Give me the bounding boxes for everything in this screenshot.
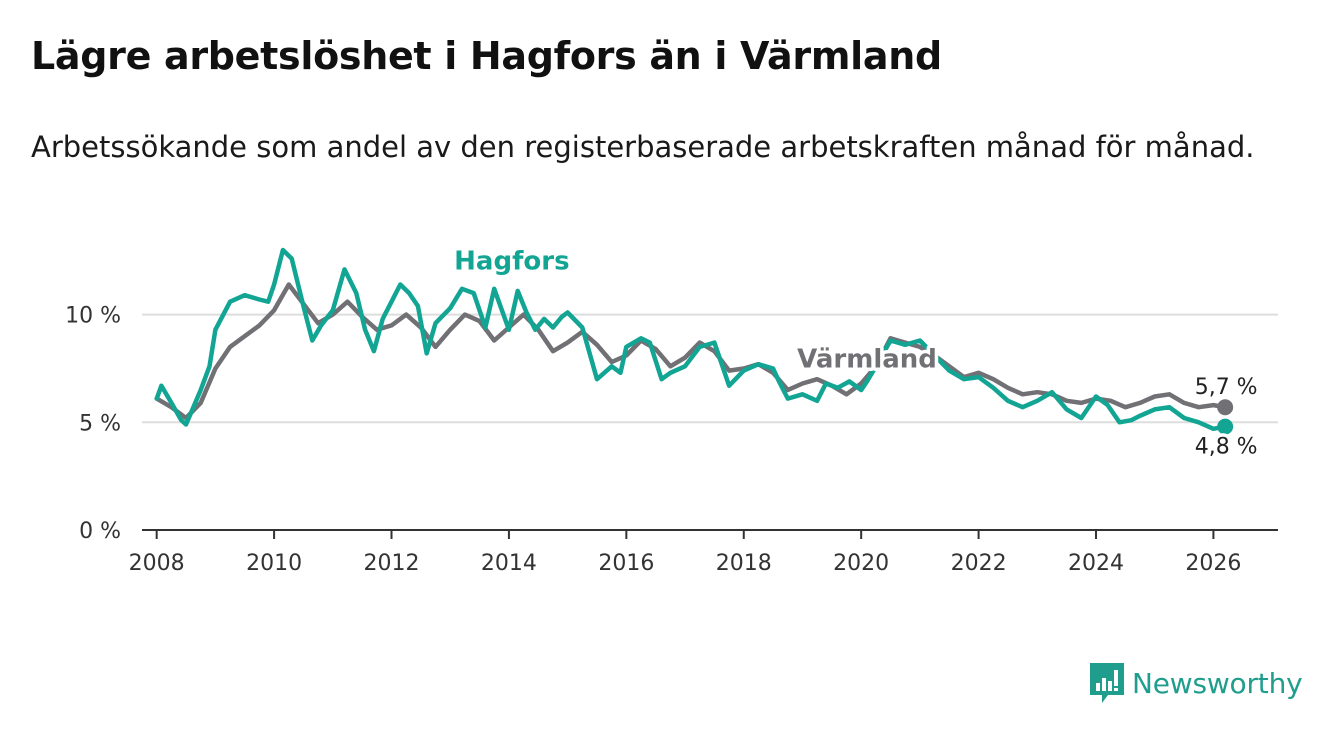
- brand-name: Newsworthy: [1132, 666, 1303, 700]
- newsworthy-logo[interactable]: Newsworthy: [1088, 661, 1303, 705]
- series-lines: [154, 247, 1234, 435]
- series-label-varmland: Värmland: [797, 344, 937, 374]
- series-label-hagfors: Hagfors: [454, 246, 569, 276]
- x-tick-label: 2008: [129, 551, 185, 576]
- x-tick-label: 2026: [1185, 551, 1241, 576]
- chart-subtitle: Arbetssökande som andel av den registerb…: [31, 130, 1255, 164]
- series-labels: Hagfors Värmland 5,7 % 4,8 %: [451, 243, 1261, 463]
- y-tick-label: 5 %: [79, 411, 121, 436]
- x-tick-label: 2022: [951, 551, 1007, 576]
- y-tick-label: 10 %: [65, 304, 121, 329]
- x-tick-label: 2010: [246, 551, 302, 576]
- newsworthy-logo-icon: [1090, 663, 1124, 703]
- x-tick-label: 2012: [364, 551, 420, 576]
- series-line-värmland: [154, 282, 1228, 421]
- x-tick-label: 2014: [481, 551, 537, 576]
- y-axis-ticks: 0 % 5 % 10 %: [65, 304, 121, 544]
- end-label-varmland: 5,7 %: [1195, 375, 1258, 400]
- chart-title: Lägre arbetslöshet i Hagfors än i Värmla…: [31, 34, 942, 78]
- x-axis-ticks: 2008 2010 2012 2014 2016 2018 2020 2022 2024 2026: [129, 530, 1241, 576]
- end-point-värmland: [1217, 399, 1234, 416]
- y-tick-label: 0 %: [79, 519, 121, 544]
- x-tick-label: 2016: [598, 551, 654, 576]
- x-tick-label: 2020: [833, 551, 889, 576]
- series-line-hagfors: [154, 247, 1228, 432]
- x-tick-label: 2018: [716, 551, 772, 576]
- x-tick-label: 2024: [1068, 551, 1124, 576]
- end-point-hagfors: [1217, 418, 1234, 435]
- end-label-hagfors: 4,8 %: [1195, 435, 1258, 460]
